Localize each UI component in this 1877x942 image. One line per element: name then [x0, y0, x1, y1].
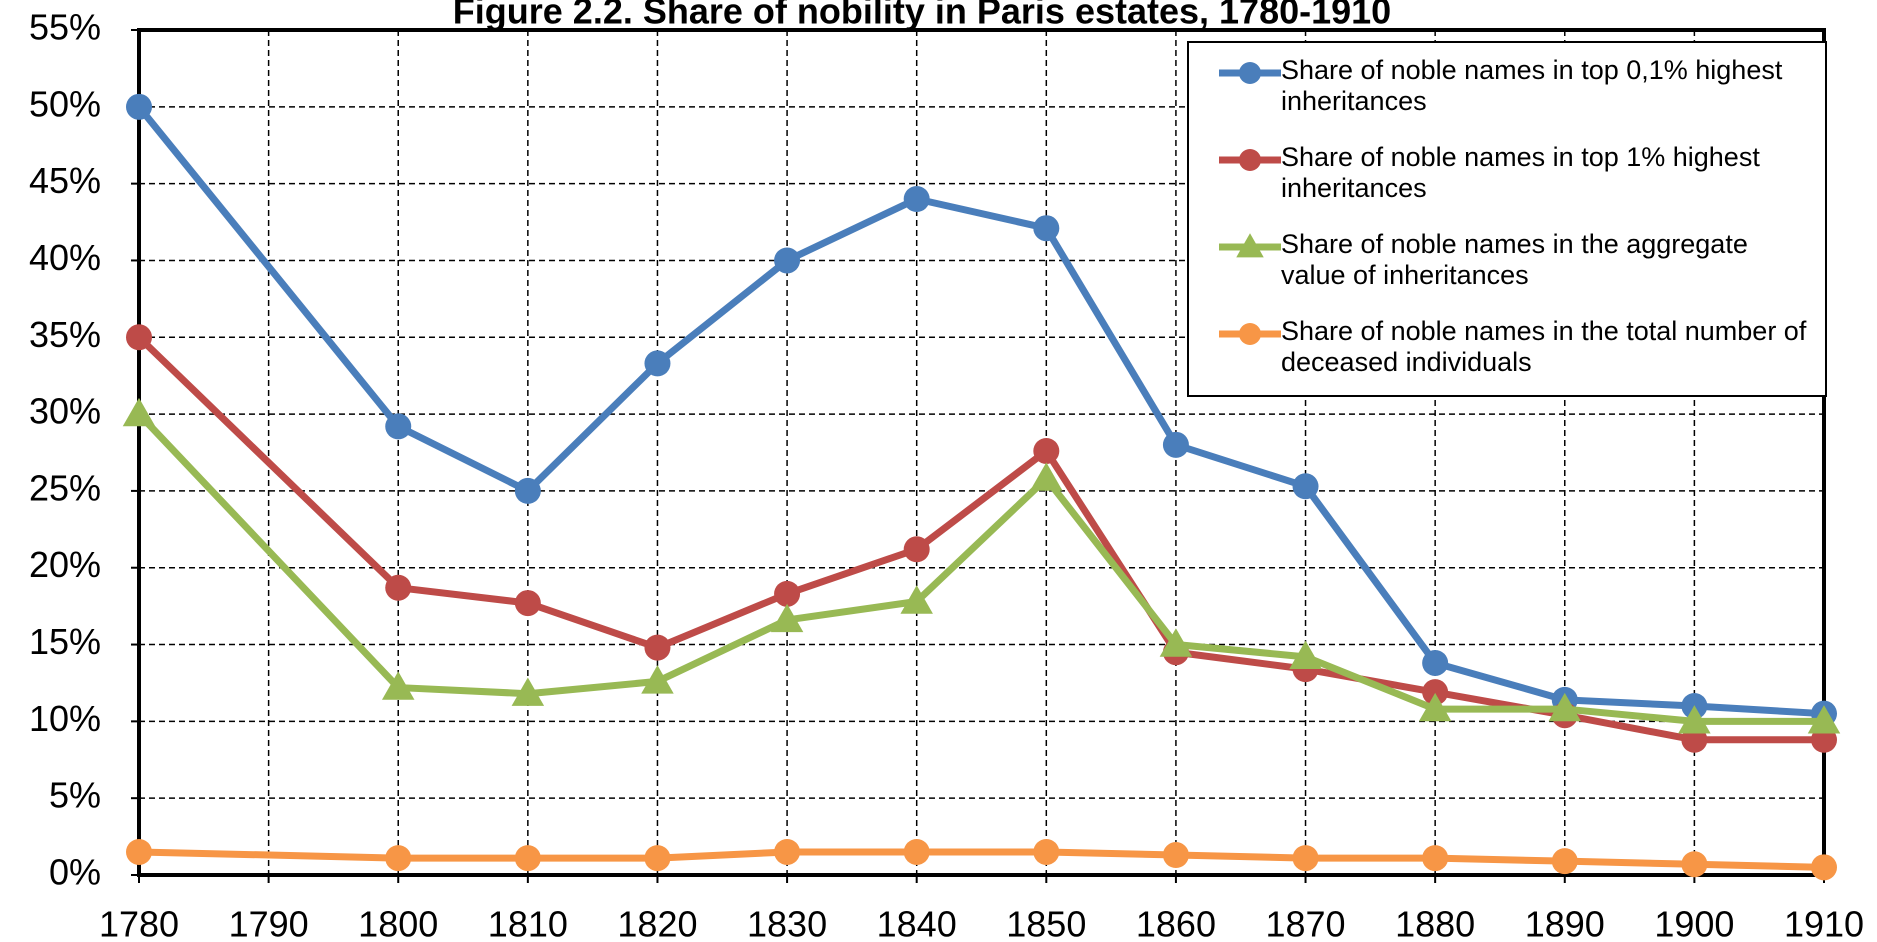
marker — [903, 838, 930, 865]
marker — [644, 634, 671, 661]
x-tick-label: 1850 — [1006, 904, 1086, 942]
marker — [122, 397, 156, 427]
marker — [1289, 640, 1322, 670]
x-tick-label: 1780 — [99, 904, 179, 942]
marker — [1162, 842, 1189, 869]
legend-key — [1219, 149, 1281, 171]
y-tick-label: 55% — [29, 7, 101, 48]
legend-item: Share of noble names in the aggregate va… — [1189, 229, 1815, 316]
marker — [1033, 838, 1060, 865]
marker — [1239, 323, 1261, 345]
x-tick-label: 1890 — [1525, 904, 1605, 942]
x-tick-label: 1840 — [877, 904, 957, 942]
marker — [511, 677, 545, 706]
x-tick-label: 1880 — [1395, 904, 1475, 942]
legend: Share of noble names in top 0,1% highest… — [1187, 41, 1827, 397]
marker — [770, 603, 804, 633]
x-tick-label: 1830 — [747, 904, 827, 942]
marker — [1292, 473, 1319, 500]
y-tick-label: 10% — [29, 698, 101, 739]
y-tick-label: 45% — [29, 160, 101, 201]
marker — [774, 247, 801, 274]
marker — [126, 838, 152, 865]
marker — [1422, 845, 1449, 872]
marker — [1678, 705, 1711, 734]
x-tick-label: 1800 — [358, 904, 438, 942]
marker — [514, 845, 541, 872]
x-tick-label: 1790 — [229, 904, 309, 942]
marker — [644, 350, 671, 377]
marker — [126, 324, 152, 351]
marker — [126, 93, 152, 120]
y-tick-label: 40% — [29, 237, 101, 278]
marker — [641, 665, 674, 694]
marker — [514, 477, 541, 504]
marker — [1292, 845, 1319, 872]
marker — [1422, 679, 1449, 706]
marker — [514, 590, 541, 617]
marker — [1033, 437, 1060, 464]
legend-item: Share of noble names in the total number… — [1189, 316, 1815, 403]
marker — [903, 536, 930, 563]
legend-label: Share of noble names in top 0,1% highest… — [1281, 55, 1783, 116]
y-tick-label: 50% — [29, 83, 101, 124]
x-tick-label: 1900 — [1654, 904, 1734, 942]
y-tick-label: 25% — [29, 467, 101, 508]
marker — [1239, 62, 1261, 84]
marker — [1807, 705, 1841, 734]
marker — [1422, 649, 1449, 676]
marker — [1236, 233, 1264, 258]
marker — [644, 845, 671, 872]
chart-title: Figure 2.2. Share of nobility in Paris e… — [453, 0, 1391, 32]
y-tick-label: 5% — [49, 775, 101, 816]
marker — [1159, 628, 1193, 657]
legend-key — [1219, 233, 1281, 258]
x-tick-label: 1860 — [1136, 904, 1216, 942]
marker — [385, 413, 412, 440]
marker — [1030, 462, 1063, 491]
marker — [385, 574, 412, 601]
y-tick-label: 20% — [29, 544, 101, 585]
legend-key — [1219, 62, 1281, 84]
marker — [1548, 692, 1582, 722]
marker — [900, 585, 933, 614]
y-tick-label: 35% — [29, 314, 101, 355]
marker — [1811, 854, 1837, 881]
legend-label: Share of noble names in the aggregate va… — [1281, 229, 1748, 290]
plot-frame — [137, 28, 1826, 877]
x-tick-label: 1870 — [1265, 904, 1345, 942]
legend-key — [1219, 323, 1281, 345]
marker — [774, 580, 801, 607]
legend-label: Share of noble names in top 1% highest i… — [1281, 142, 1760, 203]
y-tick-label: 0% — [49, 852, 101, 893]
marker — [1162, 431, 1189, 458]
y-tick-label: 15% — [29, 621, 101, 662]
legend-item: Share of noble names in top 1% highest i… — [1189, 142, 1815, 229]
marker — [1239, 149, 1261, 171]
y-tick-label: 30% — [29, 391, 101, 432]
legend-label: Share of noble names in the total number… — [1281, 316, 1807, 377]
marker — [381, 671, 415, 700]
marker — [1681, 851, 1708, 878]
marker — [385, 845, 412, 872]
x-tick-label: 1910 — [1784, 904, 1864, 942]
legend-item: Share of noble names in top 0,1% highest… — [1189, 55, 1815, 142]
x-tick-label: 1820 — [617, 904, 697, 942]
marker — [903, 186, 930, 212]
marker — [1551, 848, 1578, 875]
x-tick-label: 1810 — [488, 904, 568, 942]
marker — [774, 838, 801, 865]
marker — [1418, 692, 1452, 722]
marker — [1033, 215, 1060, 242]
